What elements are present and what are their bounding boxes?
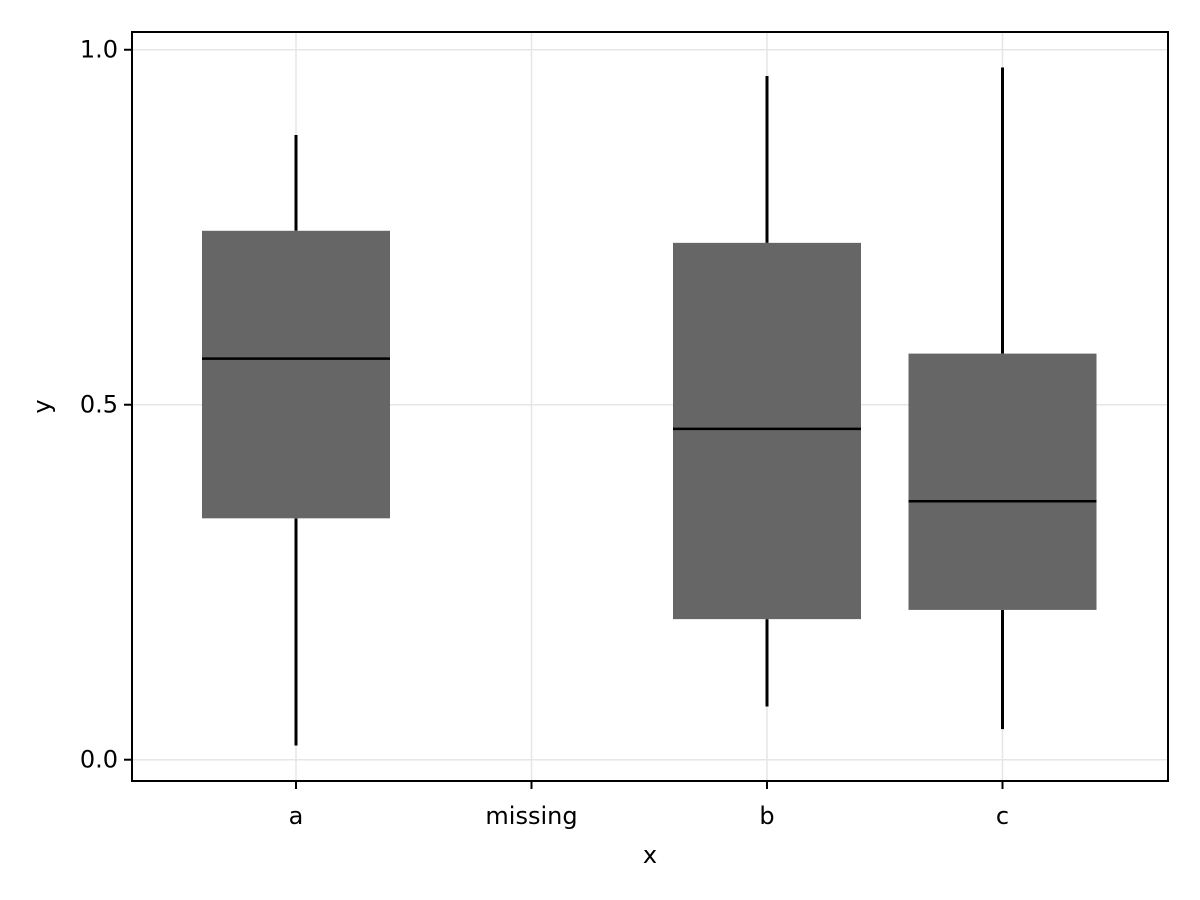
box-body [202,230,390,519]
x-axis-title: x [643,841,657,869]
box-body [908,353,1097,610]
plot-frame [131,31,1169,782]
x-tick-label: c [996,802,1009,830]
box-body [673,242,861,620]
box-a [202,134,390,746]
axis-ticks: 0.0 0.5 1.0 a missing b c [80,36,1009,830]
y-tick-label: 0.5 [80,391,118,419]
x-tick-label: missing [485,802,577,830]
y-tick-label: 0.0 [80,746,118,774]
boxplot-series [202,67,1097,746]
x-tick-label: b [759,802,774,830]
box-b [673,76,861,707]
y-axis-title: y [28,399,56,413]
box-c [908,67,1097,730]
x-tick-label: a [289,802,304,830]
y-tick-label: 1.0 [80,36,118,64]
